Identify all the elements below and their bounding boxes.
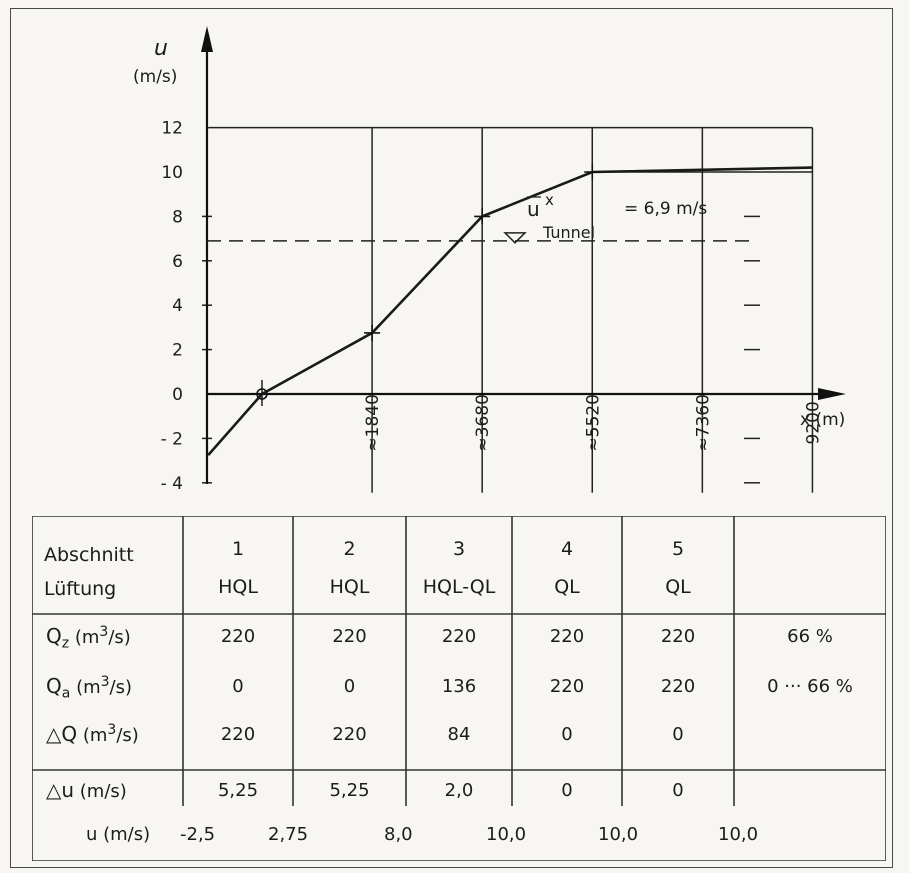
row-symbol: △u bbox=[46, 778, 75, 802]
cell-r1-c4: 220 bbox=[549, 676, 585, 697]
row-symbol: Q bbox=[46, 624, 62, 648]
col-4-number: 4 bbox=[560, 538, 574, 560]
table-grid-lines bbox=[32, 516, 886, 861]
u-value-4: 10,0 bbox=[598, 824, 639, 845]
u-value-5: 10,0 bbox=[718, 824, 759, 845]
y-tick-label--4: - 4 bbox=[161, 474, 183, 494]
chart-grid bbox=[202, 126, 814, 493]
row-subscript: a bbox=[61, 685, 71, 702]
cell-r3-c2: 5,25 bbox=[329, 780, 370, 801]
cell-r3-c5: 0 bbox=[672, 780, 684, 801]
y-axis-symbol: u bbox=[154, 36, 168, 61]
col-3-ventilation: HQL-QL bbox=[422, 576, 496, 598]
y-tick-label-10: 10 bbox=[161, 163, 183, 183]
x-tick-labels: ≈1840 ≈3680 ≈5520 ≈7360 9200 bbox=[363, 394, 823, 452]
col-3-number: 3 bbox=[452, 538, 466, 560]
x-axis-label: x (m) bbox=[800, 410, 845, 430]
cell-r2-c2: 220 bbox=[332, 724, 367, 745]
row-label-2: △Q (m3/s) bbox=[46, 722, 139, 746]
row-note-0: 66 % bbox=[787, 626, 833, 647]
u-row-label: u (m/s) bbox=[86, 824, 151, 845]
y-axis-unit: (m/s) bbox=[133, 67, 177, 87]
y-tick-labels: 12 10 8 6 4 2 0 - 2 - 4 bbox=[161, 119, 183, 494]
cell-r2-c3: 84 bbox=[447, 724, 471, 745]
cell-r2-c5: 0 bbox=[672, 724, 684, 745]
cell-r3-c3: 2,0 bbox=[444, 780, 474, 801]
row-unit-exponent: 3 bbox=[100, 674, 110, 690]
cell-r1-c5: 220 bbox=[660, 676, 696, 697]
col-1-number: 1 bbox=[231, 538, 245, 560]
col-2-ventilation: HQL bbox=[329, 576, 370, 598]
row-unit-tail: /s) bbox=[116, 725, 139, 746]
ventilation-table: Abschnitt Lüftung 1 HQL 2 HQL 3 HQL-QL 4 QL 5 QL … bbox=[32, 516, 886, 861]
cell-r3-c4: 0 bbox=[561, 780, 573, 801]
x-tick-label-7360: ≈7360 bbox=[693, 394, 713, 452]
chart-axes bbox=[201, 26, 846, 484]
row-symbol: △Q bbox=[46, 722, 78, 746]
col-5-ventilation: QL bbox=[665, 576, 691, 598]
u-value-1: 2,75 bbox=[268, 824, 309, 845]
ref-superscript: x bbox=[545, 191, 554, 209]
u-value-0: -2,5 bbox=[180, 824, 216, 845]
row-label-1: Qa (m3/s) bbox=[46, 674, 132, 702]
y-tick-label-12: 12 bbox=[161, 119, 183, 139]
u-value-2: 8,0 bbox=[384, 824, 413, 845]
row-note-1: 0 ··· 66 % bbox=[767, 676, 853, 697]
row-unit-exponent: 3 bbox=[107, 722, 117, 738]
row-symbol: Q bbox=[46, 674, 62, 698]
velocity-chart: 12 10 8 6 4 2 0 - 2 - 4 ≈1840 ≈3680 ≈5520 ≈7360 9200… bbox=[133, 26, 846, 494]
water-level-triangle-icon bbox=[503, 232, 527, 244]
x-tick-label-9200: 9200 bbox=[803, 401, 823, 444]
cell-r0-c1: 220 bbox=[220, 626, 256, 647]
cell-r0-c4: 220 bbox=[549, 626, 585, 647]
cell-r0-c3: 220 bbox=[441, 626, 477, 647]
row-label-3: △u (m/s) bbox=[46, 778, 127, 802]
ref-subscript: Tunnel bbox=[542, 223, 595, 242]
row-unit: (m bbox=[70, 677, 101, 698]
x-tick-label-1840: ≈1840 bbox=[363, 394, 383, 452]
cell-r3-c1: 5,25 bbox=[217, 780, 259, 801]
cell-r0-c5: 220 bbox=[660, 626, 696, 647]
row-unit: (m/s) bbox=[74, 781, 127, 802]
cell-r2-c4: 0 bbox=[561, 724, 573, 745]
cell-r1-c3: 136 bbox=[441, 676, 477, 697]
header-lueftung: Lüftung bbox=[44, 578, 117, 600]
x-axis-arrow-icon bbox=[818, 388, 846, 400]
y-tick-label-2: 2 bbox=[172, 341, 183, 361]
cell-r1-c2: 0 bbox=[343, 676, 356, 697]
row-unit: (m bbox=[77, 725, 108, 746]
series-markers bbox=[256, 164, 601, 406]
col-1-ventilation: HQL bbox=[218, 576, 258, 598]
col-5-number: 5 bbox=[671, 538, 685, 560]
header-abschnitt: Abschnitt bbox=[44, 544, 134, 566]
y-axis-arrow-icon bbox=[201, 26, 213, 52]
y-tick-label-6: 6 bbox=[172, 252, 183, 272]
row-unit: (m bbox=[69, 627, 100, 648]
cell-r2-c1: 220 bbox=[220, 724, 256, 745]
y-tick-label-8: 8 bbox=[172, 207, 183, 227]
row-subscript: z bbox=[61, 635, 70, 652]
ref-symbol: u bbox=[527, 197, 540, 221]
row-label-0: Qz (m3/s) bbox=[46, 624, 131, 652]
figure-frame bbox=[10, 8, 893, 868]
cell-r1-c1: 0 bbox=[232, 676, 244, 697]
col-2-number: 2 bbox=[343, 538, 356, 560]
series-line bbox=[207, 166, 813, 456]
u-value-3: 10,0 bbox=[486, 824, 527, 845]
col-4-ventilation: QL bbox=[554, 576, 580, 598]
cell-r0-c2: 220 bbox=[332, 626, 367, 647]
row-unit-tail: /s) bbox=[109, 677, 133, 698]
y-tick-label--2: - 2 bbox=[161, 429, 183, 449]
x-tick-label-3680: ≈3680 bbox=[473, 394, 493, 452]
row-unit-tail: /s) bbox=[108, 627, 131, 648]
row-unit-exponent: 3 bbox=[99, 624, 109, 640]
y-tick-label-4: 4 bbox=[172, 296, 183, 316]
ref-value-text: = 6,9 m/s bbox=[624, 199, 707, 219]
y-tick-label-0: 0 bbox=[172, 385, 183, 405]
x-tick-label-5520: ≈5520 bbox=[583, 394, 603, 452]
